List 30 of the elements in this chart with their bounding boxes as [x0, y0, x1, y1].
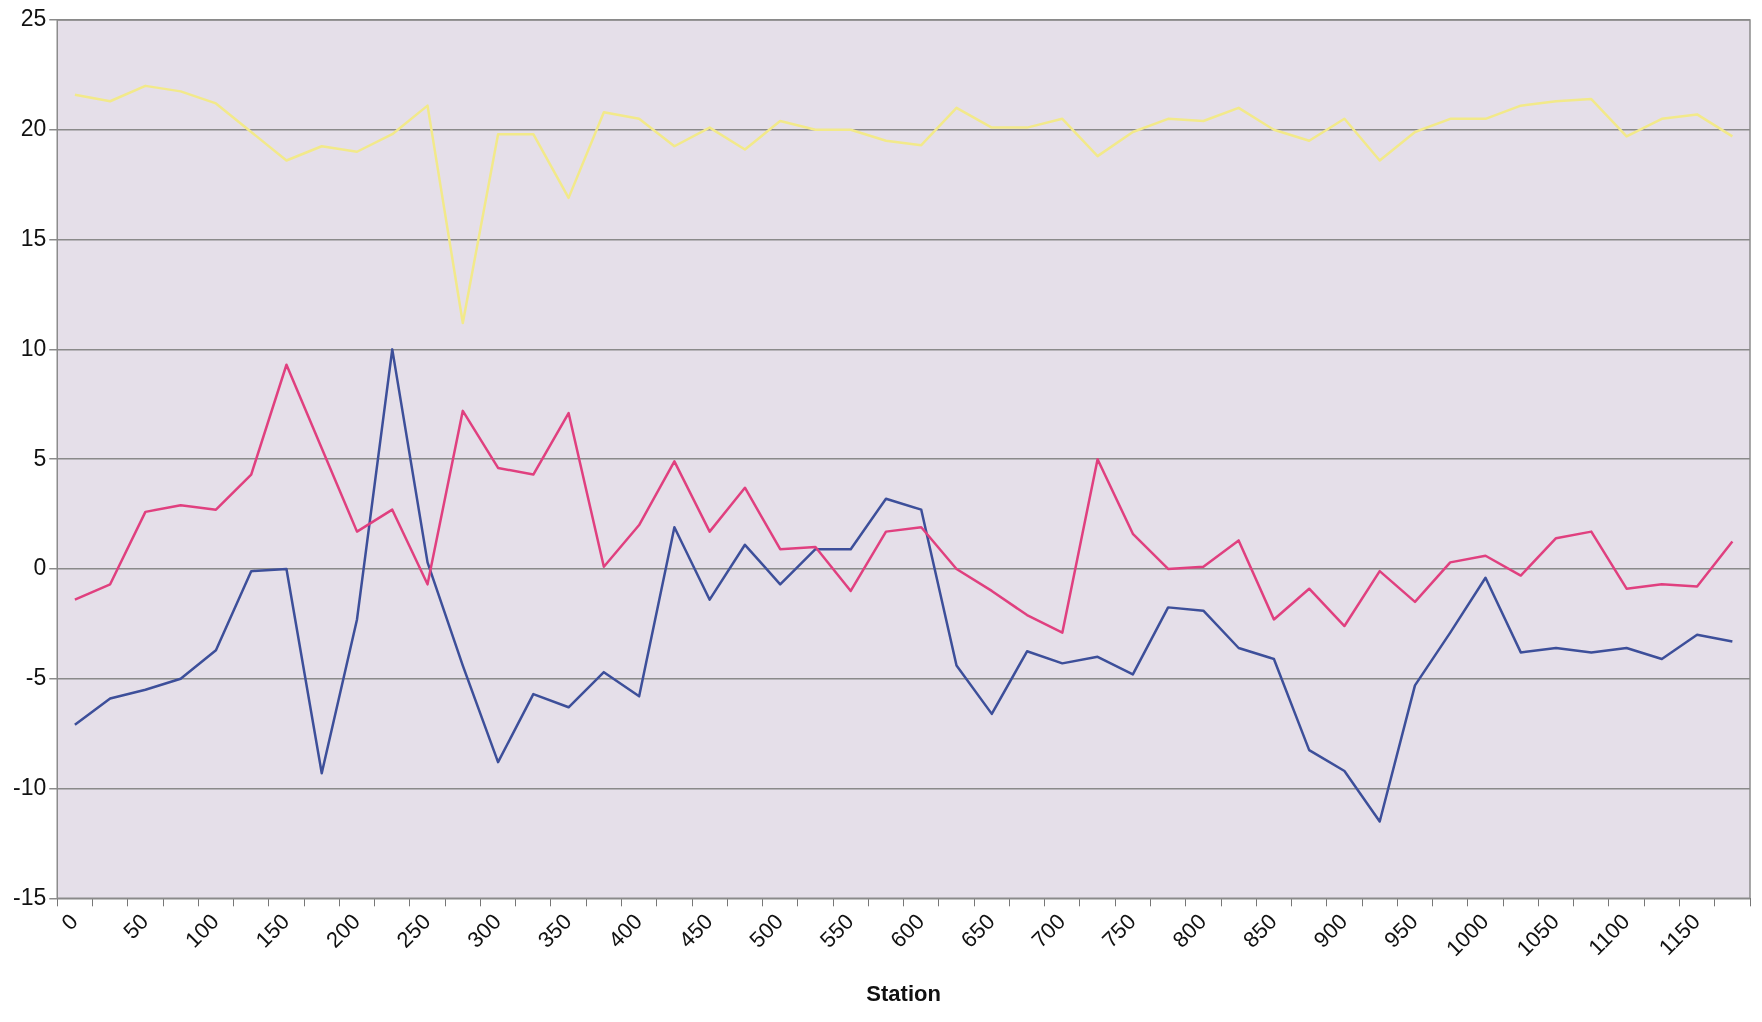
x-tick-label: 850 — [1238, 908, 1282, 953]
x-tick-label: 800 — [1167, 908, 1212, 953]
x-tick-label: 950 — [1379, 908, 1423, 953]
x-tick-label: 300 — [462, 908, 506, 953]
y-tick-label: 25 — [20, 5, 47, 32]
x-tick-label: 50 — [118, 908, 154, 944]
y-tick-label: 15 — [20, 224, 47, 251]
y-tick-label: 0 — [33, 554, 47, 581]
x-axis-title: Station — [866, 980, 941, 1006]
x-tick-label: 250 — [391, 908, 436, 953]
y-tick-label: -10 — [12, 773, 47, 800]
y-tick-label: -15 — [12, 883, 47, 910]
x-tick-label: 200 — [321, 908, 365, 953]
x-tick-label: 500 — [744, 908, 789, 953]
x-tick-label: 600 — [885, 908, 930, 953]
x-tick-label: 100 — [180, 908, 224, 953]
x-tick-label: 150 — [250, 908, 295, 953]
x-tick-label: 550 — [814, 908, 859, 953]
y-tick-label: 5 — [33, 444, 47, 471]
x-tick-label: 0 — [56, 908, 83, 936]
x-tick-label: 700 — [1026, 908, 1071, 953]
y-tick-label: 10 — [20, 334, 47, 361]
x-tick-label: 900 — [1308, 908, 1353, 953]
x-tick-label: 750 — [1097, 908, 1141, 953]
y-tick-label: -5 — [25, 664, 47, 691]
x-tick-label: 400 — [603, 908, 647, 953]
y-tick-label: 20 — [20, 115, 47, 142]
x-tick-label: 450 — [673, 908, 718, 953]
x-tick-label: 650 — [955, 908, 1000, 953]
x-tick-label: 350 — [532, 908, 577, 953]
